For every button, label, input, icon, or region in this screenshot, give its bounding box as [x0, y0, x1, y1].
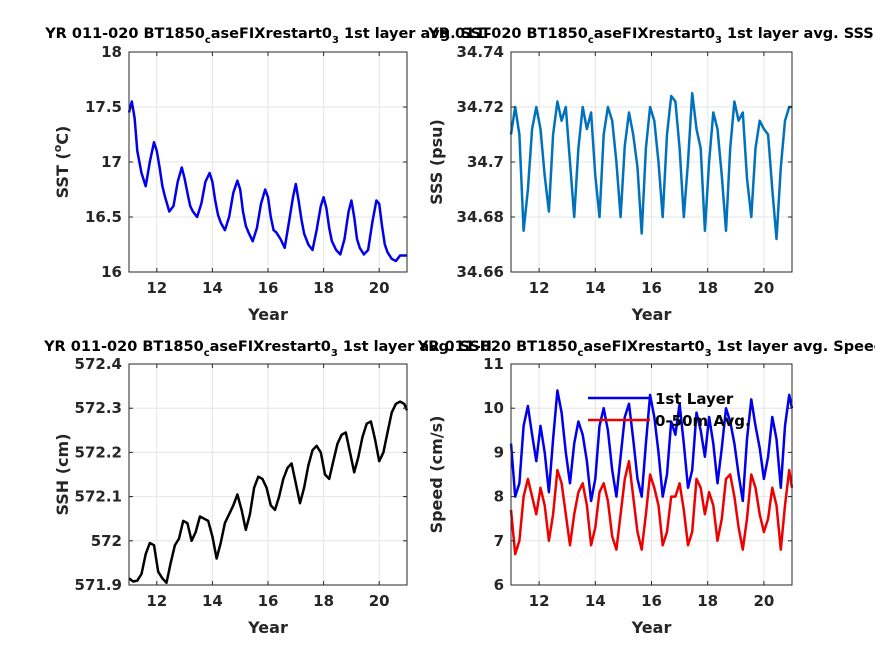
- title-subscript: c: [588, 35, 594, 46]
- x-tick-label: 20: [369, 279, 390, 297]
- y-tick-label: 572: [91, 532, 122, 550]
- y-tick-label: 572.4: [75, 355, 122, 373]
- legend-label: 0-50m Avg.: [655, 412, 751, 430]
- y-tick-label: 34.66: [457, 263, 504, 281]
- x-tick-label: 16: [641, 279, 662, 297]
- y-axis-label: Speed (cm/s): [427, 416, 446, 534]
- title-subscript: 3: [705, 348, 712, 359]
- x-tick-label: 14: [585, 592, 606, 610]
- x-tick-label: 12: [146, 592, 167, 610]
- title-part: 1st layer avg. SSS: [722, 26, 874, 42]
- series-line-1: [509, 91, 792, 241]
- title-part: YR 011-020 BT1850: [427, 26, 588, 42]
- y-tick-label: 8: [494, 488, 504, 506]
- x-tick-label: 18: [697, 279, 718, 297]
- x-axis-label: Year: [631, 305, 672, 324]
- y-tick-label: 34.7: [467, 153, 504, 171]
- chart-title: YR 011-020 BT1850caseFIXrestart03 1st la…: [43, 339, 492, 359]
- y-tick-label: 571.9: [75, 576, 122, 594]
- x-tick-label: 16: [258, 592, 279, 610]
- y-tick-label: 34.74: [457, 43, 504, 61]
- x-axis-label: Year: [247, 618, 288, 637]
- x-axis-label: Year: [247, 305, 288, 324]
- series-line-1st-layer: [509, 389, 794, 503]
- x-tick-label: 18: [697, 592, 718, 610]
- chart-title: YR 011-020 BT1850caseFIXrestart03 1st la…: [417, 339, 875, 359]
- title-part: aseFIXrestart0: [210, 339, 331, 355]
- y-label-part: SST (: [53, 152, 72, 198]
- chart-title: YR 011-020 BT1850caseFIXrestart03 1st la…: [427, 26, 874, 46]
- y-label-part: SSS (psu): [427, 119, 446, 205]
- x-tick-label: 14: [202, 592, 223, 610]
- series-line-1: [128, 400, 409, 585]
- y-tick-label: 9: [494, 443, 504, 461]
- y-axis-label: SSS (psu): [427, 119, 446, 205]
- y-tick-label: 7: [494, 532, 504, 550]
- y-tick-label: 17: [101, 153, 122, 171]
- title-part: aseFIXrestart0: [594, 26, 715, 42]
- x-tick-label: 20: [753, 279, 774, 297]
- y-label-part: C): [53, 126, 72, 145]
- x-tick-label: 18: [313, 279, 334, 297]
- y-label-part: Speed (cm/s): [427, 416, 446, 534]
- title-part: aseFIXrestart0: [583, 339, 704, 355]
- y-label-superscript: o: [51, 144, 64, 152]
- x-tick-label: 20: [753, 592, 774, 610]
- chart-panel-4: 12 14 16 18 20 6 7 8 9 10 11 Year Speed (cm/s) YR 011…: [417, 339, 875, 637]
- x-tick-label: 12: [146, 279, 167, 297]
- chart-panel-3: 12 14 16 18 20 571.9 572 572.1 572.2 572.3 572.4 Ye…: [43, 339, 492, 637]
- legend-label: 1st Layer: [655, 390, 734, 408]
- title-part: 1st layer avg. SSH: [338, 339, 492, 355]
- title-part: YR 011-020 BT1850: [44, 26, 205, 42]
- x-tick-label: 14: [585, 279, 606, 297]
- title-part: YR 011-020 BT1850: [417, 339, 578, 355]
- title-subscript: c: [205, 35, 211, 46]
- title-part: 1st layer avg. Speed: [712, 339, 875, 355]
- x-tick-label: 16: [641, 592, 662, 610]
- series-line-0-50m-avg-: [509, 459, 794, 556]
- y-axis-label: SSH (cm): [53, 433, 72, 515]
- title-part: aseFIXrestart0: [211, 26, 332, 42]
- x-axis-label: Year: [631, 618, 672, 637]
- y-tick-label: 6: [494, 576, 504, 594]
- y-tick-label: 11: [483, 355, 504, 373]
- title-subscript: 3: [715, 35, 722, 46]
- y-tick-label: 34.68: [457, 208, 504, 226]
- x-tick-label: 14: [202, 279, 223, 297]
- x-tick-label: 12: [529, 279, 550, 297]
- y-tick-label: 572.3: [75, 399, 122, 417]
- legend: 1st Layer 0-50m Avg.: [588, 390, 751, 430]
- y-tick-label: 572.2: [75, 443, 122, 461]
- y-tick-label: 10: [483, 399, 504, 417]
- x-tick-label: 18: [313, 592, 334, 610]
- y-tick-label: 18: [101, 43, 122, 61]
- chart-panel-1: 12 14 16 18 20 16 16.5 17 17.5 18 Year SST (oC) YR 0…: [44, 26, 491, 324]
- title-subscript: 3: [331, 348, 338, 359]
- title-subscript: c: [577, 348, 583, 359]
- title-subscript: 3: [332, 35, 339, 46]
- series-line-1: [127, 100, 407, 263]
- y-tick-label: 572.1: [75, 488, 122, 506]
- y-tick-label: 16.5: [85, 208, 122, 226]
- x-tick-label: 16: [258, 279, 279, 297]
- y-tick-label: 34.72: [457, 98, 504, 116]
- title-part: 1st layer avg. SST: [339, 26, 491, 42]
- title-part: YR 011-020 BT1850: [43, 339, 204, 355]
- y-tick-label: 16: [101, 263, 122, 281]
- x-tick-label: 20: [369, 592, 390, 610]
- chart-title: YR 011-020 BT1850caseFIXrestart03 1st la…: [44, 26, 491, 46]
- title-subscript: c: [204, 348, 210, 359]
- y-label-part: SSH (cm): [53, 433, 72, 515]
- y-tick-label: 17.5: [85, 98, 122, 116]
- chart-panel-2: 12 14 16 18 20 34.66 34.68 34.7 34.72 34.74 Year SS…: [427, 26, 874, 324]
- x-tick-label: 12: [529, 592, 550, 610]
- y-axis-label: SST (oC): [51, 126, 72, 199]
